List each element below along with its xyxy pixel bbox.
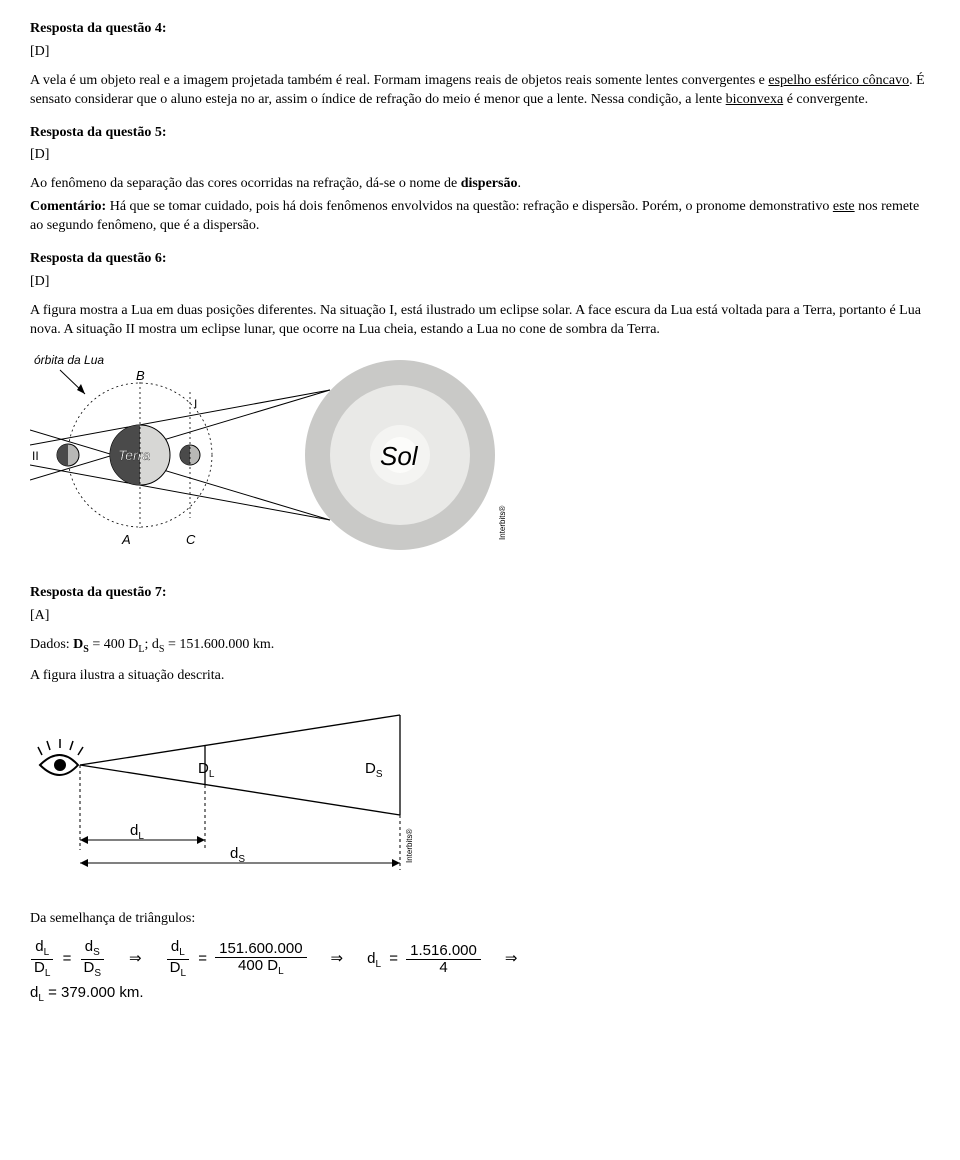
q7-math-final: dL = 379.000 km. <box>30 983 930 1006</box>
question-7: Resposta da questão 7: [A] Dados: DS = 4… <box>30 584 930 1005</box>
m: S <box>93 947 100 958</box>
text-bold: Comentário: <box>30 199 106 214</box>
text-underline: espelho esférico côncavo <box>768 73 909 88</box>
m: = 379.000 km. <box>44 984 144 1001</box>
eq: = <box>63 950 72 967</box>
text: ; d <box>144 637 158 652</box>
m: 400 D <box>238 957 278 974</box>
q4-title: Resposta da questão 4: <box>30 20 930 39</box>
DS-label: DS <box>365 760 383 780</box>
q5-answer: [D] <box>30 146 930 165</box>
m: D <box>84 959 95 976</box>
label-I: I <box>194 397 197 411</box>
q7-math: dL DL = dS DS ⇒ dL DL = 151.600.000 400 … <box>30 939 930 979</box>
m: d <box>171 938 179 955</box>
q7-data: Dados: DS = 400 DL; dS = 151.600.000 km. <box>30 636 930 656</box>
similar-triangles-figure: DL DS dL dS Interbits® <box>30 695 930 892</box>
q5-title: Resposta da questão 5: <box>30 124 930 143</box>
question-5: Resposta da questão 5: [D] Ao fenômeno d… <box>30 124 930 236</box>
text: = 151.600.000 km. <box>164 637 274 652</box>
m: L <box>180 968 186 979</box>
m: L <box>278 966 284 977</box>
label-B: B <box>136 368 145 383</box>
question-4: Resposta da questão 4: [D] A vela é um o… <box>30 20 930 110</box>
dL-label: dL <box>130 822 144 842</box>
earth-label: Terra <box>118 447 150 463</box>
credit: Interbits® <box>405 829 414 863</box>
m: L <box>179 947 185 958</box>
label-A: A <box>121 532 131 547</box>
m: L <box>45 968 51 979</box>
eq: = <box>198 950 207 967</box>
m: D <box>34 959 45 976</box>
label-C: C <box>186 532 196 547</box>
m: d <box>35 938 43 955</box>
text-underline: biconvexa <box>726 92 784 107</box>
text: Ao fenômeno da separação das cores ocorr… <box>30 176 461 191</box>
implies: ⇒ <box>505 949 518 969</box>
eq: = <box>389 950 398 967</box>
text: Há que se tomar cuidado, pois há dois fe… <box>106 199 833 214</box>
orbit-label: órbita da Lua <box>34 353 104 367</box>
text: Dados: <box>30 637 73 652</box>
dS-label: dS <box>230 845 245 865</box>
q7-fig-desc: A figura ilustra a situação descrita. <box>30 667 930 686</box>
implies: ⇒ <box>331 949 344 969</box>
m: L <box>375 959 381 970</box>
m: L <box>44 947 50 958</box>
q6-title: Resposta da questão 6: <box>30 250 930 269</box>
text: é convergente. <box>783 92 868 107</box>
q4-answer: [D] <box>30 43 930 62</box>
m: D <box>170 959 181 976</box>
text-bold: dispersão <box>461 176 518 191</box>
q5-body2: Comentário: Há que se tomar cuidado, poi… <box>30 198 930 236</box>
text: A vela é um objeto real e a imagem proje… <box>30 73 768 88</box>
text: = 400 D <box>89 637 139 652</box>
m: 151.600.000 <box>215 941 306 958</box>
m: d <box>85 938 93 955</box>
sun-label: Sol <box>380 441 419 471</box>
q7-title: Resposta da questão 7: <box>30 584 930 603</box>
q5-body1: Ao fenômeno da separação das cores ocorr… <box>30 175 930 194</box>
m: 4 <box>435 960 451 976</box>
implies: ⇒ <box>129 949 142 969</box>
credit: Interbits® <box>498 505 507 539</box>
text: . <box>517 176 521 191</box>
q7-similarity: Da semelhança de triângulos: <box>30 910 930 929</box>
q4-body: A vela é um objeto real e a imagem proje… <box>30 72 930 110</box>
text-underline: este <box>833 199 855 214</box>
question-6: Resposta da questão 6: [D] A figura most… <box>30 250 930 566</box>
m: S <box>94 968 101 979</box>
text: D <box>73 637 83 652</box>
m: 1.516.000 <box>406 943 481 960</box>
q7-answer: [A] <box>30 607 930 626</box>
q6-body: A figura mostra a Lua em duas posições d… <box>30 302 930 340</box>
eclipse-figure: órbita da Lua Sol Terra <box>30 350 930 567</box>
DL-label: DL <box>198 760 215 780</box>
q6-answer: [D] <box>30 273 930 292</box>
label-II: II <box>32 449 39 463</box>
